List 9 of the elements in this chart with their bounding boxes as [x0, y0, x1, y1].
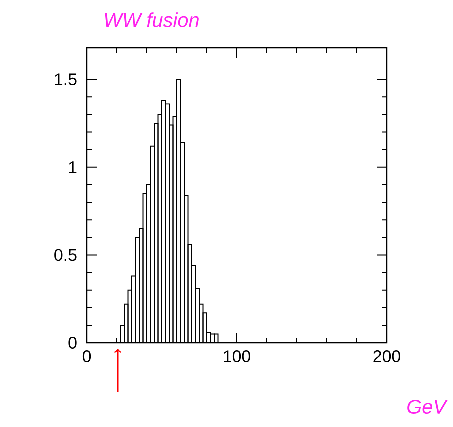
y-tick-label: 0.5: [54, 249, 77, 262]
x-tick-label: 100: [224, 350, 250, 363]
x-tick-label: 0: [82, 350, 92, 363]
y-tick-label: 1: [69, 162, 77, 174]
chart-title: WW fusion: [105, 12, 199, 28]
x-axis-title: GeV: [408, 400, 448, 414]
x-tick-label: 200: [374, 350, 400, 363]
y-tick-label: 0: [68, 337, 77, 349]
y-tick-label: 1.5: [55, 74, 77, 86]
